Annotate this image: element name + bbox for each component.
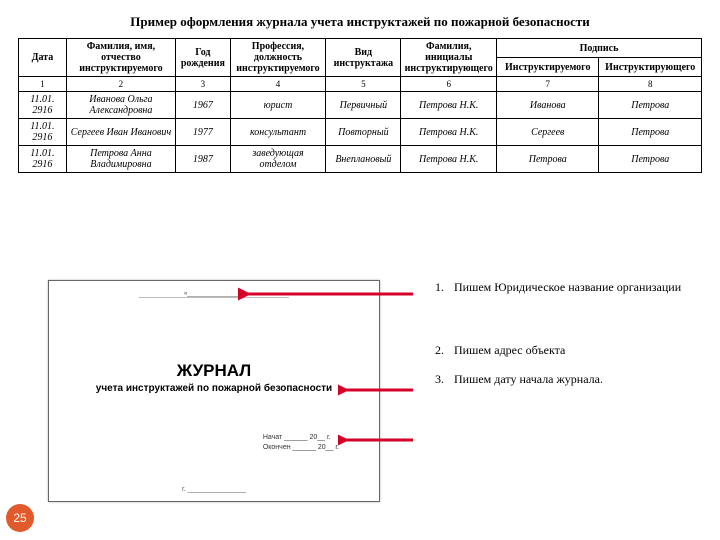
table-cell: Петрова Н.К. [401, 92, 497, 119]
colnum: 5 [326, 77, 401, 92]
page-title: Пример оформления журнала учета инструкт… [18, 14, 702, 30]
list-num: 1. [428, 280, 444, 295]
table-cell: Петрова Н.К. [401, 119, 497, 146]
table-cell: консультант [230, 119, 326, 146]
list-item: 2. Пишем адрес объекта [428, 343, 702, 358]
colnum: 1 [19, 77, 67, 92]
col-year: Год рождения [176, 39, 231, 77]
col-sign: Подпись [497, 39, 702, 58]
colnum: 2 [66, 77, 175, 92]
table-cell: Петрова [599, 146, 702, 173]
col-date: Дата [19, 39, 67, 77]
table-cell: Иванова [497, 92, 599, 119]
list-text: Пишем Юридическое название организации [454, 280, 681, 295]
table-cell: Петрова Анна Владимировна [66, 146, 175, 173]
table-cell: 11.01. 2916 [19, 119, 67, 146]
instruction-table: Дата Фамилия, имя, отчество инструктируе… [18, 38, 702, 173]
table-cell: 11.01. 2916 [19, 92, 67, 119]
cover-date-start: Начат ______ 20__ г. [263, 434, 339, 441]
table-cell: Сергеев [497, 119, 599, 146]
table-cell: 11.01. 2916 [19, 146, 67, 173]
col-type: Вид инструктажа [326, 39, 401, 77]
cover-date-end: Окончен ______ 20__ г. [263, 444, 339, 451]
table-cell: Петрова [599, 92, 702, 119]
table-cell: Повторный [326, 119, 401, 146]
table-cell: Петрова [497, 146, 599, 173]
table-cell: 1987 [176, 146, 231, 173]
table-cell: Петрова Н.К. [401, 146, 497, 173]
table-cell: Первичный [326, 92, 401, 119]
table-cell: заведующая отделом [230, 146, 326, 173]
colnum: 4 [230, 77, 326, 92]
table-cell: Сергеев Иван Иванович [66, 119, 175, 146]
cover-dates: Начат ______ 20__ г. Окончен ______ 20__… [263, 431, 339, 454]
colnum: 6 [401, 77, 497, 92]
cover-heading: ЖУРНАЛ [49, 361, 379, 381]
cover-org: «________________» [139, 291, 289, 298]
slide-number-badge: 25 [6, 504, 34, 532]
table-cell: юрист [230, 92, 326, 119]
list-item: 1. Пишем Юридическое название организаци… [428, 280, 702, 295]
colnum: 7 [497, 77, 599, 92]
table-cell: 1967 [176, 92, 231, 119]
table-cell: Иванова Ольга Александровна [66, 92, 175, 119]
list-text: Пишем дату начала журнала. [454, 372, 603, 387]
col-prof: Профессия, должность инструктируемого [230, 39, 326, 77]
table-cell: Петрова [599, 119, 702, 146]
list-num: 2. [428, 343, 444, 358]
lower-region: «________________» ЖУРНАЛ учета инструкт… [18, 280, 702, 530]
col-fio: Фамилия, имя, отчество инструктируемого [66, 39, 175, 77]
cover-city: г. _______________ [49, 486, 379, 493]
table-cell: Внеплановый [326, 146, 401, 173]
colnum: 3 [176, 77, 231, 92]
col-sign-b: Инструктирующего [599, 58, 702, 77]
colnum: 8 [599, 77, 702, 92]
col-instructor: Фамилия, инициалы инструктирующего [401, 39, 497, 77]
col-sign-a: Инструктируемого [497, 58, 599, 77]
table-row: 11.01. 2916Сергеев Иван Иванович1977конс… [19, 119, 702, 146]
table-row: 11.01. 2916Петрова Анна Владимировна1987… [19, 146, 702, 173]
list-text: Пишем адрес объекта [454, 343, 565, 358]
cover-sub: учета инструктажей по пожарной безопасно… [49, 383, 379, 394]
list-num: 3. [428, 372, 444, 387]
table-row: 11.01. 2916Иванова Ольга Александровна19… [19, 92, 702, 119]
instructions-list: 1. Пишем Юридическое название организаци… [428, 280, 702, 435]
journal-cover: «________________» ЖУРНАЛ учета инструкт… [48, 280, 380, 502]
table-cell: 1977 [176, 119, 231, 146]
list-item: 3. Пишем дату начала журнала. [428, 372, 702, 387]
